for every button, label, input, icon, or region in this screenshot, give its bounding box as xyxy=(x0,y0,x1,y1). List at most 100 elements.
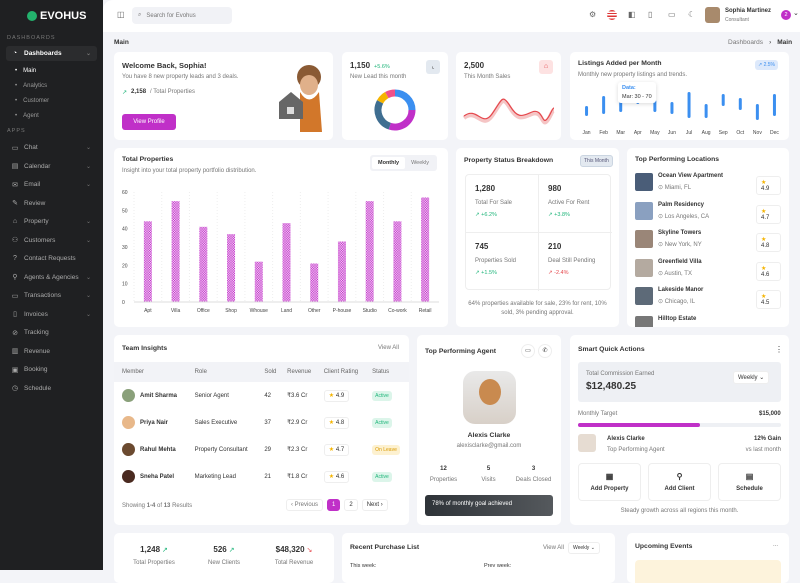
table-row[interactable]: Rahul Mehta Property Consultant 29 ₹2.3 Cr ★… xyxy=(114,436,409,463)
sidebar-item-booking[interactable]: ▣ Booking xyxy=(11,366,48,374)
bullet-icon: • xyxy=(15,83,18,89)
breadcrumb-current: Main xyxy=(777,39,793,46)
location-item[interactable]: Hilltop Estate xyxy=(635,315,781,327)
purchase-view-all[interactable]: View All xyxy=(543,545,564,551)
donut-slice xyxy=(385,89,396,99)
user-avatar[interactable] xyxy=(705,7,720,23)
status-label: Properties Sold xyxy=(475,258,517,264)
target-value: $15,000 xyxy=(759,411,781,417)
map-pin-icon: ⊙ xyxy=(658,213,664,220)
events-more-icon[interactable]: ... xyxy=(773,542,779,548)
sidebar-sub-analytics[interactable]: • Analytics xyxy=(15,83,48,89)
user-badge[interactable]: 2 xyxy=(781,10,791,20)
new-leads-card: 1,150 +5.6% New Lead this month ⌞ xyxy=(342,52,448,140)
sidebar-item-tracking[interactable]: ⊘ Tracking xyxy=(12,329,49,337)
location-thumbnail xyxy=(635,287,653,305)
agent-stat: 3 Deals Closed xyxy=(515,466,552,483)
sidebar-item-calendar[interactable]: ▤ Calendar ⌄ xyxy=(11,162,91,171)
column-header: Status xyxy=(368,362,409,382)
settings-icon[interactable]: ⚙ xyxy=(589,10,597,19)
dark-mode-icon[interactable]: ☾ xyxy=(688,10,696,19)
purchase-period-select[interactable]: Weekly ⌄ xyxy=(568,542,600,554)
sidebar-sub-main[interactable]: • Main xyxy=(15,68,37,74)
home-icon[interactable]: ⌂ xyxy=(539,60,553,74)
chart-icon: ▥ xyxy=(11,348,19,355)
chart-icon[interactable]: ⌞ xyxy=(426,60,440,74)
period-select[interactable]: Weekly ⌄ xyxy=(733,371,770,384)
trend-up-icon: ↗ xyxy=(122,90,128,96)
sidebar-sub-agent[interactable]: • Agent xyxy=(15,113,39,119)
sidebar-item-invoices[interactable]: ▯ Invoices ⌄ xyxy=(6,307,97,322)
summary-stats-card: 1,248 ↗ Total Properties 526 ↗ New Clients $… xyxy=(114,533,334,583)
status-value: 210 xyxy=(548,242,562,251)
view-all-link[interactable]: View All xyxy=(378,345,399,351)
search-input[interactable]: ⌕ Search for Evohus xyxy=(132,7,232,24)
sidebar-toggle-icon[interactable]: ◫ xyxy=(117,10,125,19)
sidebar-item-property[interactable]: ⌂ Property ⌄ xyxy=(12,218,91,225)
status-breakdown-card: Property Status Breakdown This Month 1,2… xyxy=(456,148,619,327)
location-item[interactable]: Ocean View Apartment ⊙ Miami, FL ★ 4.9 xyxy=(635,172,781,195)
previous-button[interactable]: ‹ Previous xyxy=(286,499,324,511)
section-dashboards: DASHBOARDS xyxy=(7,35,56,41)
map-pin-icon: ⊙ xyxy=(658,185,664,191)
table-row[interactable]: Priya Nair Sales Executive 37 ₹2.9 Cr ★ 4.8 A… xyxy=(114,409,409,436)
sidebar-item-transactions[interactable]: ▭ Transactions ⌄ xyxy=(11,292,91,300)
location-item[interactable]: Skyline Towers ⊙ New York, NY ★ 4.8 xyxy=(635,229,781,252)
help-icon: ? xyxy=(13,255,17,262)
location-item[interactable]: Greenfield Villa ⊙ Austin, TX ★ 4.6 xyxy=(635,258,781,281)
tab-monthly[interactable]: Monthly xyxy=(372,157,406,169)
chevron-down-icon[interactable]: ⌄ xyxy=(793,10,799,17)
page-2-button[interactable]: 2 xyxy=(344,499,358,511)
more-vertical-icon[interactable]: ⋮ xyxy=(775,345,783,354)
location-item[interactable]: Lakeside Manor ⊙ Chicago, IL ★ 4.5 xyxy=(635,286,781,309)
phone-icon[interactable]: ✆ xyxy=(538,344,552,358)
total-properties-bar-chart: 0 10 20 30 40 50 60 Apt Villa Office Shop Whouse Lan… xyxy=(122,190,439,314)
rating-badge: ★ 4.9 xyxy=(756,176,781,195)
sales-value: 2,500 xyxy=(464,61,485,70)
x-tick-label: Mar xyxy=(616,130,625,136)
bar-other xyxy=(310,263,319,302)
this-week-label: This week: xyxy=(350,563,377,569)
sidebar-item-contact-requests[interactable]: ? Contact Requests xyxy=(6,251,97,266)
message-icon[interactable]: ▭ xyxy=(668,10,676,19)
range-bar-nov xyxy=(755,104,759,120)
sidebar-item-agents-agencies[interactable]: ⚲ Agents & Agencies ⌄ xyxy=(12,273,91,282)
table-row[interactable]: Amit Sharma Senior Agent 42 ₹3.6 Cr ★ 4.9 Act… xyxy=(114,382,409,409)
x-tick-label: Oct xyxy=(736,130,744,136)
notification-icon[interactable]: ▯ xyxy=(648,10,653,19)
bar-retail xyxy=(421,197,430,302)
status-badge: On Leave xyxy=(372,444,400,455)
event-item[interactable] xyxy=(635,560,781,583)
sidebar-sub-customer[interactable]: • Customer xyxy=(15,98,50,104)
y-tick-label: 50 xyxy=(122,208,128,214)
tab-weekly[interactable]: Weekly xyxy=(411,160,430,166)
fullscreen-icon[interactable]: ◧ xyxy=(628,10,636,19)
map-pin-icon: ⊙ xyxy=(658,242,664,248)
agent-stat: 12 Properties xyxy=(429,466,458,483)
listings-badge: ↗ 2.5% xyxy=(755,60,778,70)
sidebar-item-review[interactable]: ✎ Review xyxy=(12,199,46,208)
breadcrumb-root[interactable]: Dashboards xyxy=(728,39,764,46)
logo[interactable]: EVOHUS xyxy=(27,10,86,22)
page-title: Main xyxy=(114,39,129,46)
sidebar-item-dashboards[interactable]: ◔ Dashboards ⌄ xyxy=(6,46,97,61)
bullet-icon: • xyxy=(15,98,18,104)
table-row[interactable]: Sneha Patel Marketing Lead 21 ₹1.8 Cr ★ 4.6 A… xyxy=(114,463,409,490)
sidebar-item-schedule[interactable]: ◷ Schedule xyxy=(11,384,52,393)
chat-icon[interactable]: ▭ xyxy=(521,344,535,358)
building-icon: ▦ xyxy=(605,472,614,481)
add-property-button[interactable]: ▦ Add Property xyxy=(578,463,641,501)
sidebar-item-customers[interactable]: ⚇ Customers ⌄ xyxy=(11,236,91,245)
schedule-button[interactable]: ▤ Schedule xyxy=(718,463,781,501)
view-profile-button[interactable]: View Profile xyxy=(122,114,176,130)
location-item[interactable]: Palm Residency ⊙ Los Angeles, CA ★ 4.7 xyxy=(635,201,781,224)
sidebar-item-chat[interactable]: ▭ Chat ⌄ xyxy=(11,144,91,152)
sidebar-item-revenue[interactable]: ▥ Revenue xyxy=(11,347,51,356)
add-client-button[interactable]: ⚲ Add Client xyxy=(648,463,711,501)
next-button[interactable]: Next › xyxy=(361,499,388,511)
page-1-button[interactable]: 1 xyxy=(327,499,341,511)
sidebar-item-email[interactable]: ✉ Email ⌄ xyxy=(12,181,91,189)
y-tick-label: 30 xyxy=(122,245,128,251)
target-label: Monthly Target xyxy=(578,411,618,417)
flag-us-icon[interactable] xyxy=(607,10,617,20)
